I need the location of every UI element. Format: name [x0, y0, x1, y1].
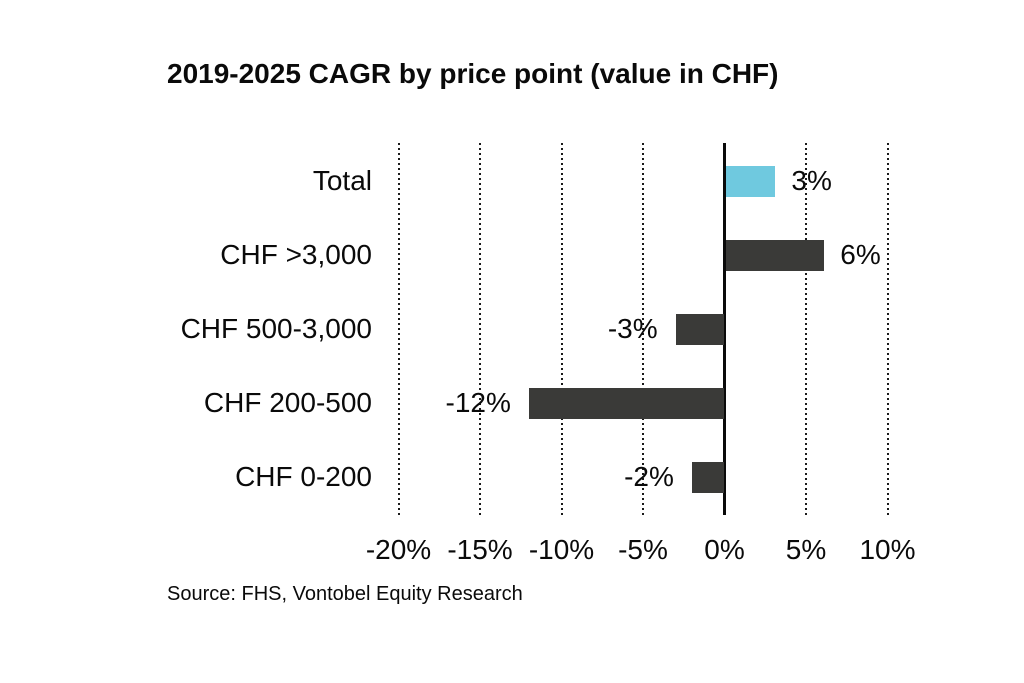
- category-label: CHF 200-500: [203, 387, 372, 418]
- gridline: [805, 143, 807, 515]
- value-label: -3%: [607, 313, 658, 344]
- value-label: 6%: [840, 239, 881, 270]
- bar-chf-0-200: [691, 461, 725, 493]
- x-tick-label: -5%: [618, 534, 668, 565]
- gridline: [560, 143, 563, 515]
- category-label: Total: [312, 165, 372, 196]
- category-label: CHF >3,000: [220, 239, 372, 270]
- x-tick-label: 0%: [704, 534, 745, 565]
- category-label: CHF 500-3,000: [180, 313, 372, 344]
- value-label: -12%: [445, 387, 511, 418]
- bar-chf-500-3-000: [675, 313, 725, 345]
- chart-title: 2019-2025 CAGR by price point (value in …: [167, 58, 779, 89]
- bar-total: [726, 165, 775, 197]
- x-tick-label: 10%: [859, 534, 916, 565]
- bar-chf-200-500: [528, 387, 725, 419]
- category-label: CHF 0-200: [235, 461, 372, 492]
- x-tick-label: 5%: [785, 534, 827, 565]
- gridline: [397, 143, 400, 515]
- gridline: [886, 143, 889, 515]
- value-label: 3%: [791, 165, 832, 196]
- gridline: [642, 143, 644, 515]
- bar-chf-3-000: [726, 239, 824, 271]
- gridline: [479, 143, 481, 515]
- zero-axis-line: [723, 143, 726, 515]
- source-note: Source: FHS, Vontobel Equity Research: [167, 583, 523, 605]
- x-tick-label: -10%: [528, 534, 595, 565]
- value-label: -2%: [624, 461, 674, 492]
- x-tick-label: -15%: [447, 534, 513, 565]
- x-tick-label: -20%: [365, 534, 432, 565]
